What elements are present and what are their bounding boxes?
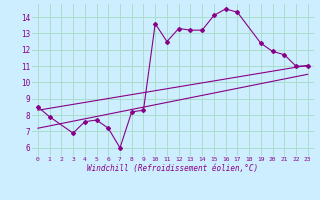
X-axis label: Windchill (Refroidissement éolien,°C): Windchill (Refroidissement éolien,°C)	[87, 164, 258, 173]
